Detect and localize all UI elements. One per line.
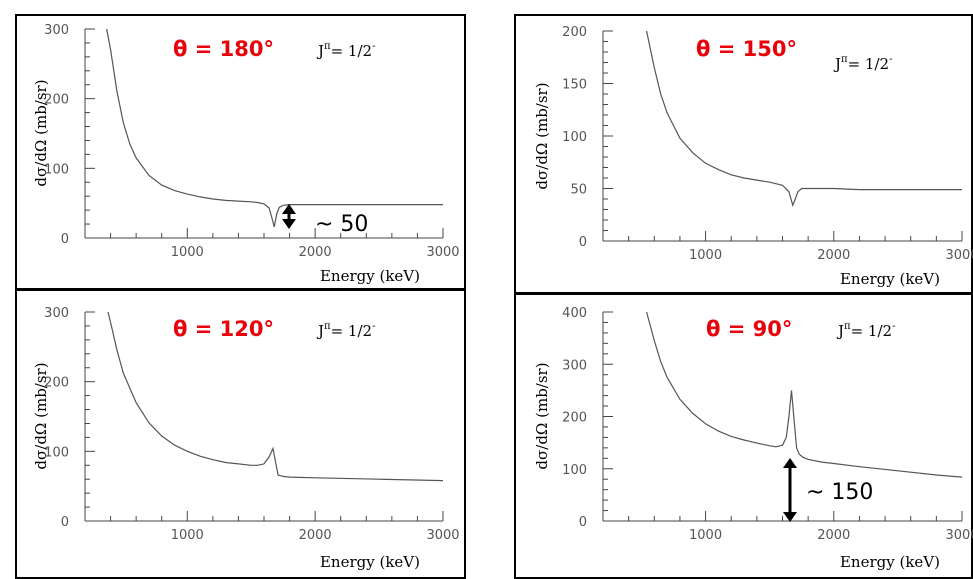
annotation-arrow-head-up [282, 204, 296, 214]
y-tick-label: 0 [579, 235, 587, 250]
x-tick-label: 1000 [689, 528, 722, 543]
y-tick-label: 50 [570, 183, 587, 198]
y-axis-title: dσ/dΩ (mb/sr) [32, 79, 50, 186]
x-tick-label: 1000 [689, 248, 722, 263]
y-tick-label: 100 [44, 445, 69, 460]
y-tick-label: 300 [44, 306, 69, 321]
x-axis-title: Energy (keV) [840, 553, 940, 571]
y-tick-label: 300 [562, 358, 587, 373]
y-tick-label: 150 [562, 78, 587, 93]
annotation-arrow-head-up [783, 458, 797, 468]
spin-parity-label: Jπ= 1/2- [316, 41, 375, 60]
theta-label: θ = 90° [706, 317, 792, 341]
y-tick-label: 200 [562, 25, 587, 40]
x-tick-label: 3000 [945, 248, 973, 263]
x-axis-title: Energy (keV) [320, 553, 420, 571]
x-axis-title: Energy (keV) [320, 267, 420, 285]
y-axis-title: dσ/dΩ (mb/sr) [533, 82, 551, 189]
x-tick-label: 3000 [945, 528, 973, 543]
annotation-label: ~ 50 [315, 212, 368, 237]
y-tick-label: 100 [562, 130, 587, 145]
x-axis-title: Energy (keV) [840, 270, 940, 288]
y-tick-label: 200 [44, 376, 69, 391]
y-tick-label: 300 [44, 23, 69, 38]
cross-section-curve [646, 311, 963, 478]
x-tick-label: 2000 [817, 248, 850, 263]
x-tick-label: 2000 [817, 528, 850, 543]
y-tick-label: 100 [44, 162, 69, 177]
y-axis-title: dσ/dΩ (mb/sr) [533, 362, 551, 469]
annotation-arrow-head-down [282, 219, 296, 229]
y-tick-label: 100 [562, 463, 587, 478]
spin-parity-label: Jπ= 1/2- [316, 321, 375, 340]
theta-label: θ = 120° [173, 317, 274, 341]
x-tick-label: 2000 [299, 245, 332, 260]
cross-section-curve [106, 28, 443, 228]
theta-label: θ = 150° [696, 37, 797, 61]
x-tick-label: 3000 [426, 528, 459, 543]
annotation-label: ~ 150 [806, 480, 873, 505]
cross-section-curve [107, 311, 444, 482]
theta-label: θ = 180° [173, 37, 274, 61]
cross-section-curve [646, 30, 962, 208]
spin-parity-label: Jπ= 1/2- [833, 54, 892, 73]
x-tick-label: 2000 [299, 528, 332, 543]
y-tick-label: 400 [562, 306, 587, 321]
y-axis-title: dσ/dΩ (mb/sr) [32, 362, 50, 469]
y-tick-label: 200 [44, 93, 69, 108]
annotation-arrow-head-down [783, 512, 797, 522]
x-tick-label: 1000 [171, 245, 204, 260]
x-tick-label: 3000 [426, 245, 459, 260]
spin-parity-label: Jπ= 1/2- [836, 321, 895, 340]
y-tick-label: 0 [61, 232, 69, 247]
x-tick-label: 1000 [171, 528, 204, 543]
y-tick-label: 200 [562, 411, 587, 426]
y-tick-label: 0 [579, 515, 587, 530]
y-tick-label: 0 [61, 515, 69, 530]
